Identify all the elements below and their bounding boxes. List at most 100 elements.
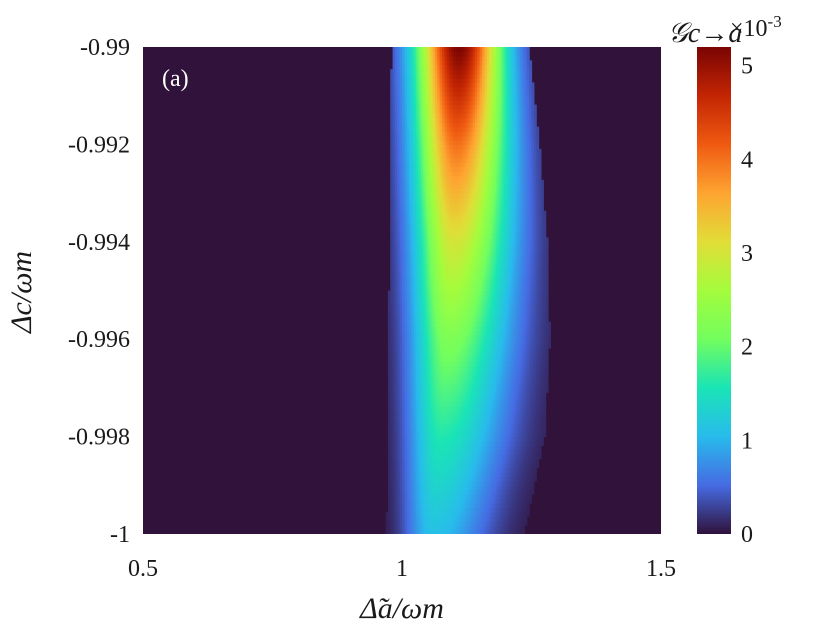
heatmap-cell [425,529,429,534]
heatmap-cell [449,224,453,230]
heatmap-cell [453,520,457,526]
heatmap-cell [385,525,389,531]
heatmap-cell [430,281,434,287]
heatmap-cell [540,365,544,371]
heatmap-cell [439,516,443,522]
heatmap-cell [397,511,401,517]
heatmap-cell [394,272,398,278]
heatmap-cell [460,525,464,531]
heatmap-cell [519,458,523,464]
heatmap-cell [503,463,507,469]
heatmap-cell [446,374,450,380]
heatmap-cell [449,414,453,420]
heatmap-cell [453,525,457,531]
heatmap-cell [533,392,537,398]
heatmap-cell [463,485,467,491]
heatmap-cell [425,516,429,522]
heatmap-cell [486,503,490,509]
heatmap-cell [463,294,467,300]
heatmap-cell [399,272,403,278]
heatmap-cell [524,272,528,278]
heatmap-cell [479,206,483,212]
heatmap-cell [409,494,413,500]
heatmap-cell [536,241,540,247]
heatmap-cell [411,215,415,221]
heatmap-cell [442,197,445,203]
heatmap-cell [493,472,497,478]
heatmap-cell [507,321,511,327]
heatmap-cell [519,427,523,433]
heatmap-cell [540,237,544,243]
heatmap-cell [543,387,547,393]
heatmap-cell [446,330,450,336]
heatmap-cell [510,286,514,292]
heatmap-cell [458,263,462,269]
heatmap-cell [470,410,474,416]
heatmap-cell [427,445,431,451]
heatmap-cell [390,396,394,402]
heatmap-cell [510,330,514,336]
heatmap-cell [460,237,464,243]
heatmap-cell [533,219,537,225]
heatmap-cell [413,330,417,336]
heatmap-cell [474,334,478,340]
heatmap-cell [515,401,518,407]
heatmap-cell [465,348,469,354]
heatmap-cell [390,529,394,534]
heatmap-cell [449,210,453,216]
heatmap-cell [409,463,413,469]
heatmap-cell [402,520,405,526]
heatmap-cell [515,405,518,411]
heatmap-cell [515,516,518,522]
heatmap-cell [453,401,457,407]
heatmap-cell [531,441,535,447]
heatmap-cell [512,445,516,451]
heatmap-cell [402,210,405,216]
heatmap-cell [545,317,549,323]
heatmap-cell [512,215,516,221]
heatmap-cell [420,494,424,500]
heatmap-cell [411,290,415,296]
heatmap-cell [409,250,413,256]
heatmap-cell [517,343,521,349]
heatmap-cell [505,485,509,491]
heatmap-cell [491,277,495,283]
heatmap-cell [432,290,436,296]
heatmap-cell [430,485,434,491]
heatmap-cell [543,317,547,323]
heatmap-cell [491,228,495,234]
heatmap-cell [507,352,511,358]
heatmap-cell [524,361,528,367]
heatmap-cell [470,392,474,398]
heatmap-cell [479,259,483,265]
heatmap-cell [390,485,394,491]
heatmap-cell [536,294,540,300]
heatmap-cell [394,228,398,234]
heatmap-cell [425,396,429,402]
heatmap-cell [446,219,450,225]
heatmap-cell [399,410,403,416]
heatmap-cell [406,525,410,531]
heatmap-cell [489,503,493,509]
heatmap-cell [460,405,464,411]
heatmap-cell [489,277,493,283]
heatmap-cell [449,299,453,305]
heatmap-cell [486,321,490,327]
heatmap-cell [486,383,490,389]
heatmap-cell [427,255,431,261]
heatmap-cell [439,374,443,380]
heatmap-cell [402,290,405,296]
heatmap-cell [505,325,509,331]
heatmap-cell [427,432,431,438]
heatmap-cell [477,414,481,420]
heatmap-cell [512,308,516,314]
heatmap-cell [512,268,516,274]
heatmap-cell [444,383,448,389]
heatmap-cell [484,299,488,305]
heatmap-cell [406,215,410,221]
heatmap-cell [536,436,540,442]
heatmap-cell [463,414,467,420]
heatmap-cell [399,476,403,482]
heatmap-cell [496,259,500,265]
heatmap-cell [392,250,396,256]
